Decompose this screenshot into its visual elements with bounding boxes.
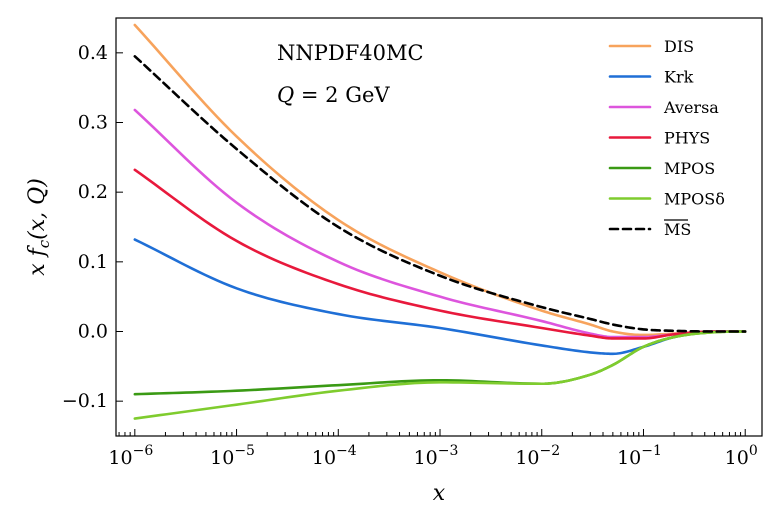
annotation-scale: Q = 2 GeV bbox=[277, 83, 390, 107]
line-chart: 10−6 10−5 10−4 10−3 10−2 10−1 100 −0.1 0.0 0.1 0.2… bbox=[0, 0, 781, 521]
y-tick-label: −0.1 bbox=[62, 390, 108, 412]
legend-label: PHYS bbox=[664, 129, 710, 148]
y-tick-label: 0.1 bbox=[78, 251, 108, 273]
legend-label: MS bbox=[664, 220, 691, 239]
legend: DIS Krk Aversa PHYS MPOS MPOSδ MS bbox=[610, 37, 725, 239]
y-tick-label: 0.4 bbox=[78, 42, 108, 64]
y-tick-label: 0.2 bbox=[78, 181, 108, 203]
annotation-pdf-set: NNPDF40MC bbox=[277, 41, 424, 65]
x-tick-label: 10−3 bbox=[414, 443, 459, 469]
y-tick-label: 0.0 bbox=[78, 321, 108, 343]
y-axis-label: x fc(x, Q) bbox=[25, 178, 53, 276]
series-line-mpos-4 bbox=[135, 332, 745, 395]
legend-label: MPOS bbox=[664, 159, 715, 178]
y-tick-label: 0.3 bbox=[78, 112, 108, 134]
x-axis-label: x bbox=[433, 481, 446, 506]
legend-label: Aversa bbox=[663, 98, 719, 117]
x-tick-label: 10−2 bbox=[515, 443, 560, 469]
x-tick-label: 10−6 bbox=[108, 443, 153, 469]
x-tick-label: 10−5 bbox=[210, 443, 255, 469]
x-tick-label: 10−4 bbox=[312, 443, 357, 469]
x-tick-label: 10−1 bbox=[617, 443, 662, 469]
legend-label: Krk bbox=[664, 68, 694, 87]
legend-label: MPOSδ bbox=[664, 190, 725, 209]
series-line-aversa-2 bbox=[135, 110, 745, 337]
series-layer bbox=[135, 25, 745, 419]
series-line-dis-0 bbox=[135, 25, 745, 335]
legend-label: DIS bbox=[664, 37, 694, 56]
x-tick-label: 100 bbox=[725, 443, 758, 469]
